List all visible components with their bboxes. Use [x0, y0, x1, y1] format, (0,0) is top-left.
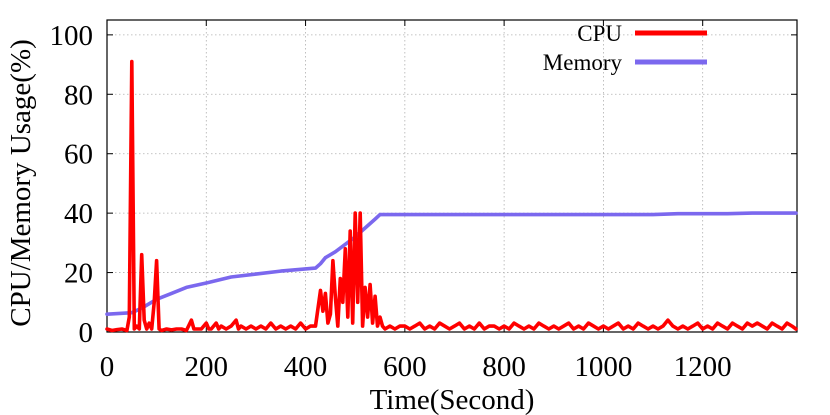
x-axis-label: Time(Second) — [370, 384, 535, 415]
x-tick-label-1200: 1200 — [674, 351, 732, 383]
x-tick-label-600: 600 — [383, 351, 427, 383]
x-tick-label-0: 0 — [100, 351, 115, 383]
axis-ticks: 0 200 400 600 800 1000 1200 0 20 40 60 80 100 — [50, 20, 797, 383]
series-line-memory — [105, 211, 798, 316]
x-tick-label-400: 400 — [284, 351, 328, 383]
y-tick-label-20: 20 — [64, 258, 93, 290]
y-tick-label-0: 0 — [79, 317, 94, 349]
legend-label-cpu: CPU — [577, 21, 622, 46]
series-layer — [105, 59, 798, 333]
legend-label-memory: Memory — [543, 50, 623, 75]
x-tick-label-200: 200 — [185, 351, 229, 383]
y-axis-label: CPU/Memory Usage(%) — [5, 39, 37, 327]
legend: CPU Memory — [543, 21, 707, 75]
y-tick-label-60: 60 — [64, 139, 93, 171]
x-tick-label-1000: 1000 — [574, 351, 632, 383]
y-tick-label-40: 40 — [64, 198, 93, 230]
y-tick-label-100: 100 — [50, 20, 94, 52]
series-line-cpu — [105, 59, 798, 333]
y-tick-label-80: 80 — [64, 79, 93, 111]
plot-frame — [106, 19, 798, 333]
grid — [107, 20, 797, 332]
x-tick-label-800: 800 — [482, 351, 526, 383]
